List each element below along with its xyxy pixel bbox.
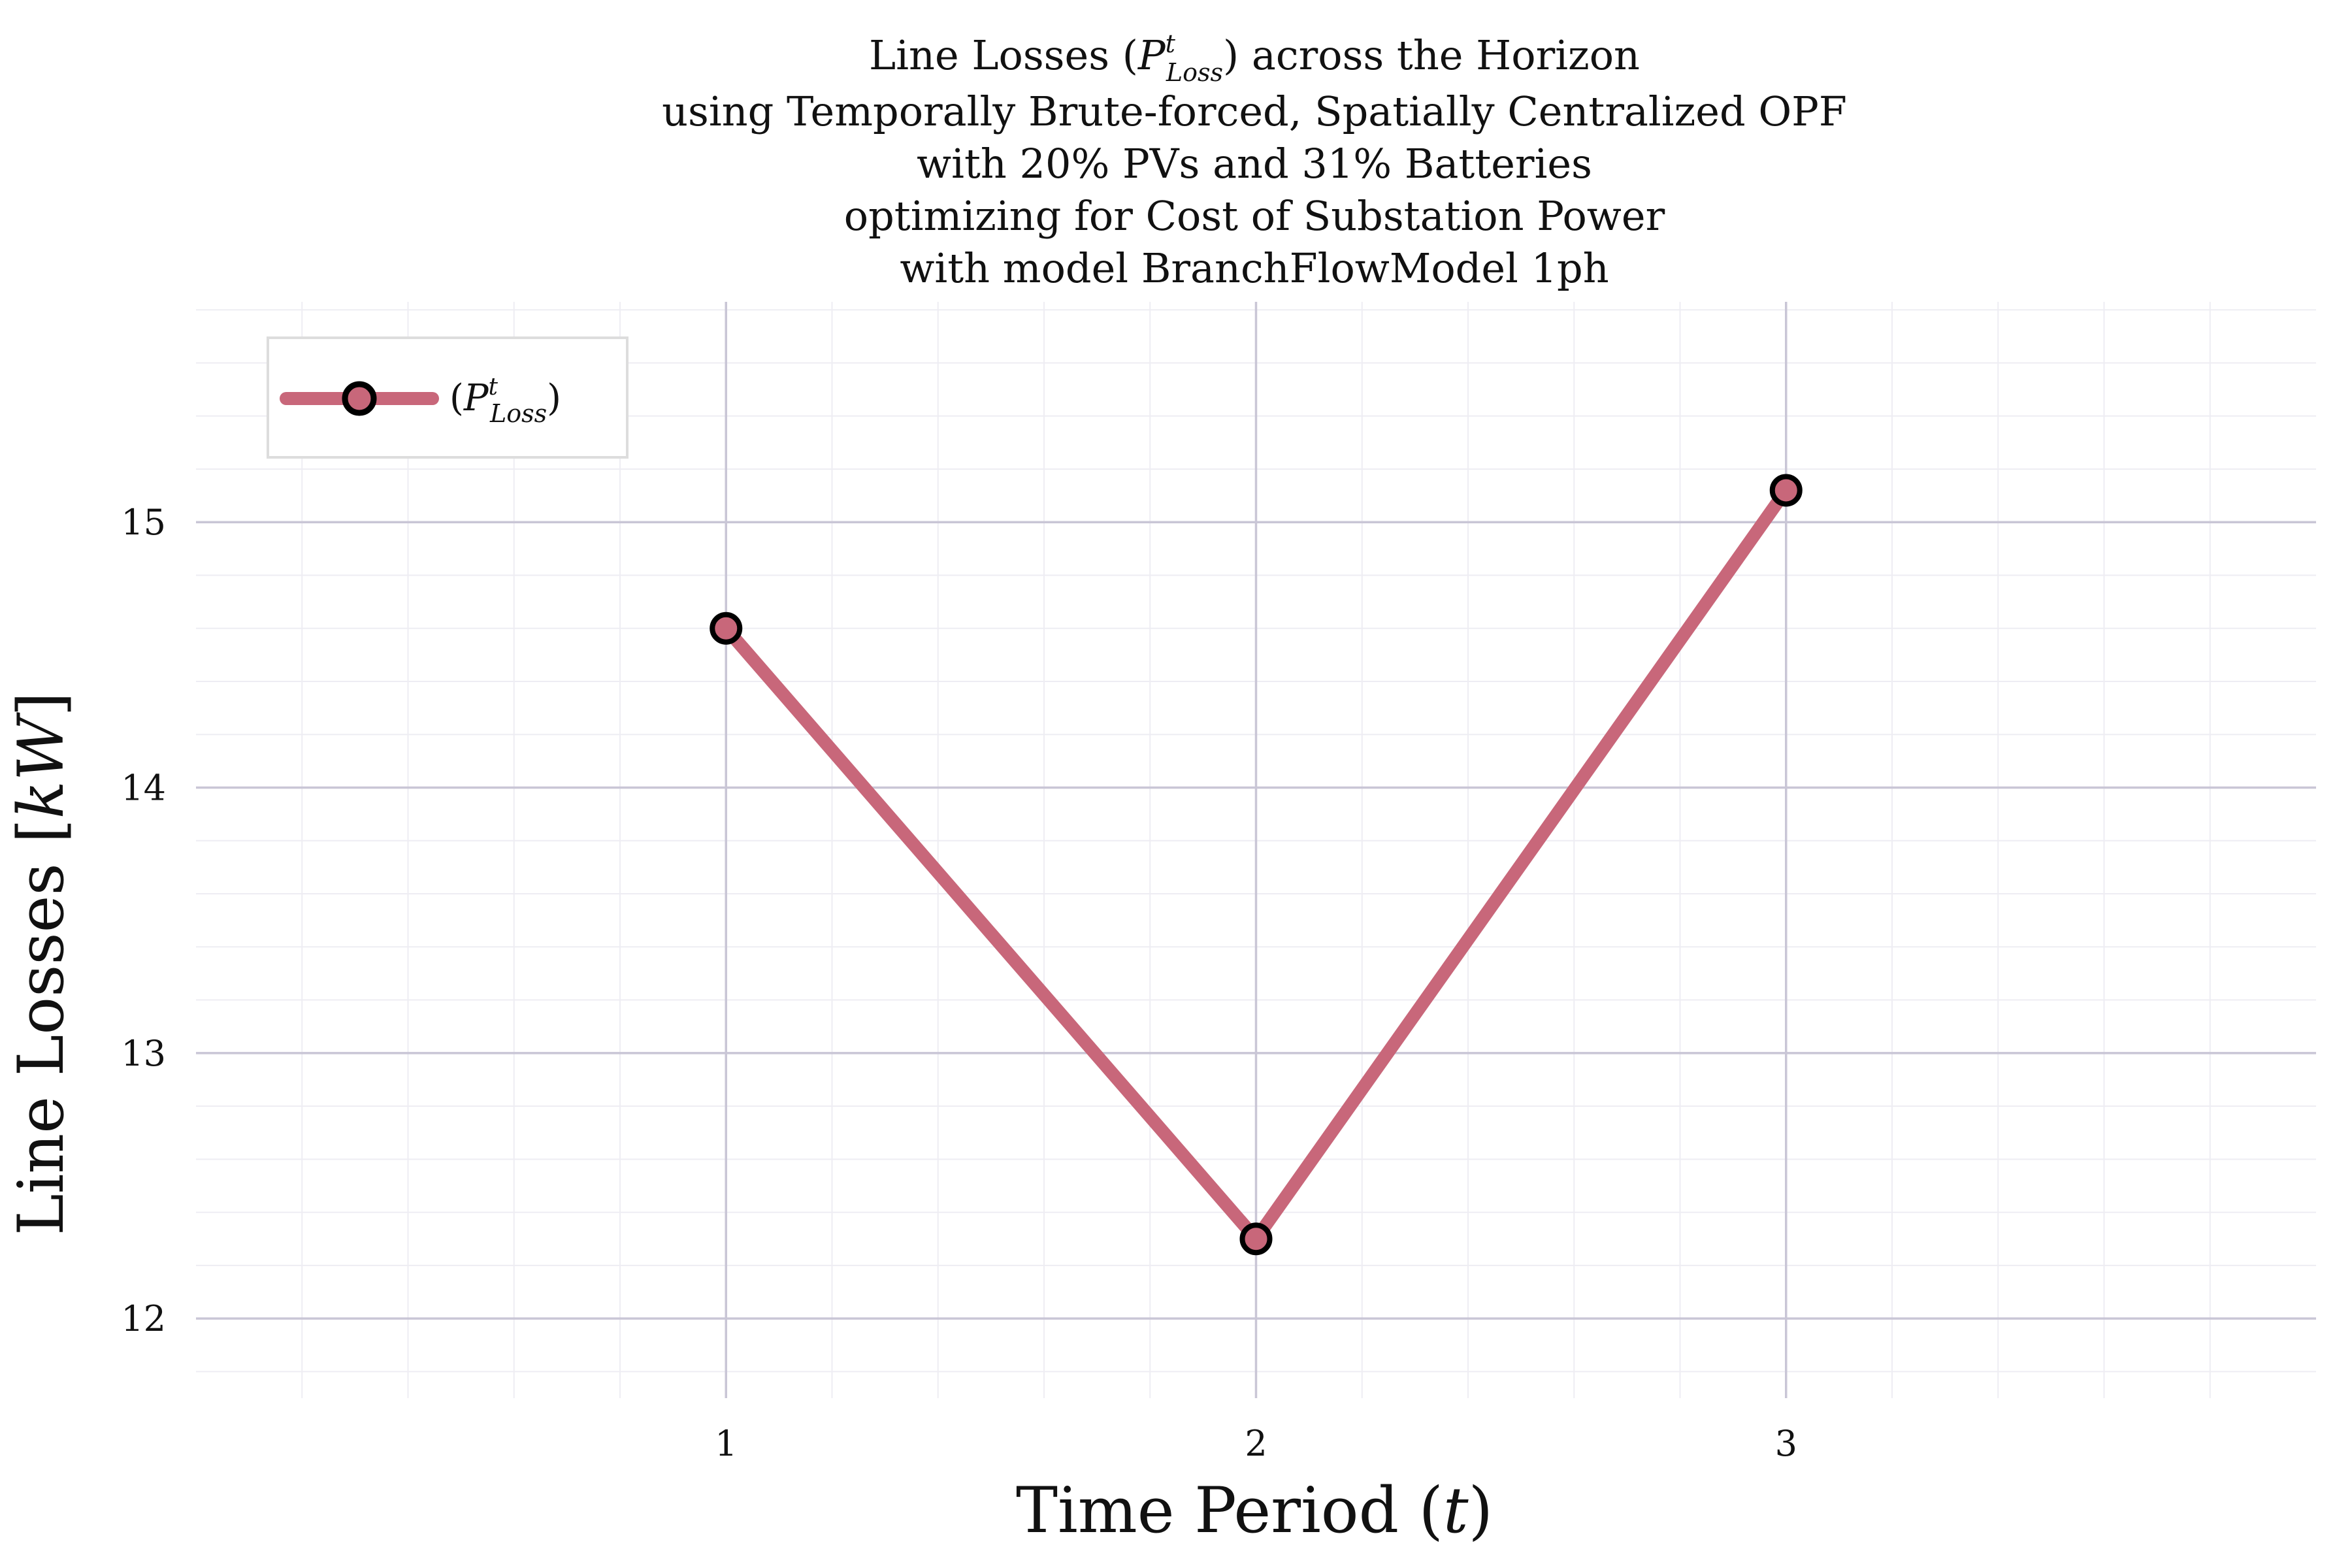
y-axis-label: Line Losses [kW]	[5, 692, 78, 1235]
data-point	[1769, 474, 1803, 507]
x-tick-labels: 1 2 3	[715, 1423, 1797, 1464]
series-line-losses	[710, 474, 1803, 1256]
title-line-4: optimizing for Cost of Substation Power	[844, 192, 1665, 240]
y-tick-label: 12	[121, 1298, 166, 1339]
major-grid	[196, 302, 2316, 1398]
y-tick-labels: 12 13 14 15	[121, 502, 166, 1339]
title-line-1: Line Losses (Pt Loss) across the Horizon	[869, 29, 1640, 87]
x-tick-label: 2	[1245, 1423, 1267, 1464]
x-tick-label: 1	[715, 1423, 737, 1464]
title-line-5: with model BranchFlowModel 1ph	[900, 244, 1609, 292]
data-point	[710, 612, 743, 645]
y-tick-label: 13	[121, 1033, 166, 1074]
x-axis-label: Time Period (t)	[1016, 1474, 1493, 1547]
legend-label: (Pt Loss)	[449, 374, 561, 428]
title-line-2: using Temporally Brute-forced, Spatially…	[662, 88, 1847, 135]
legend-marker-swatch	[342, 381, 377, 416]
legend: (Pt Loss)	[267, 336, 629, 459]
chart-title: Line Losses (Pt Loss) across the Horizon …	[662, 29, 1847, 292]
y-tick-label: 14	[121, 768, 166, 809]
x-tick-label: 3	[1775, 1423, 1797, 1464]
title-line-3: with 20% PVs and 31% Batteries	[917, 140, 1592, 188]
data-point	[1239, 1222, 1273, 1256]
y-tick-label: 15	[121, 502, 166, 543]
